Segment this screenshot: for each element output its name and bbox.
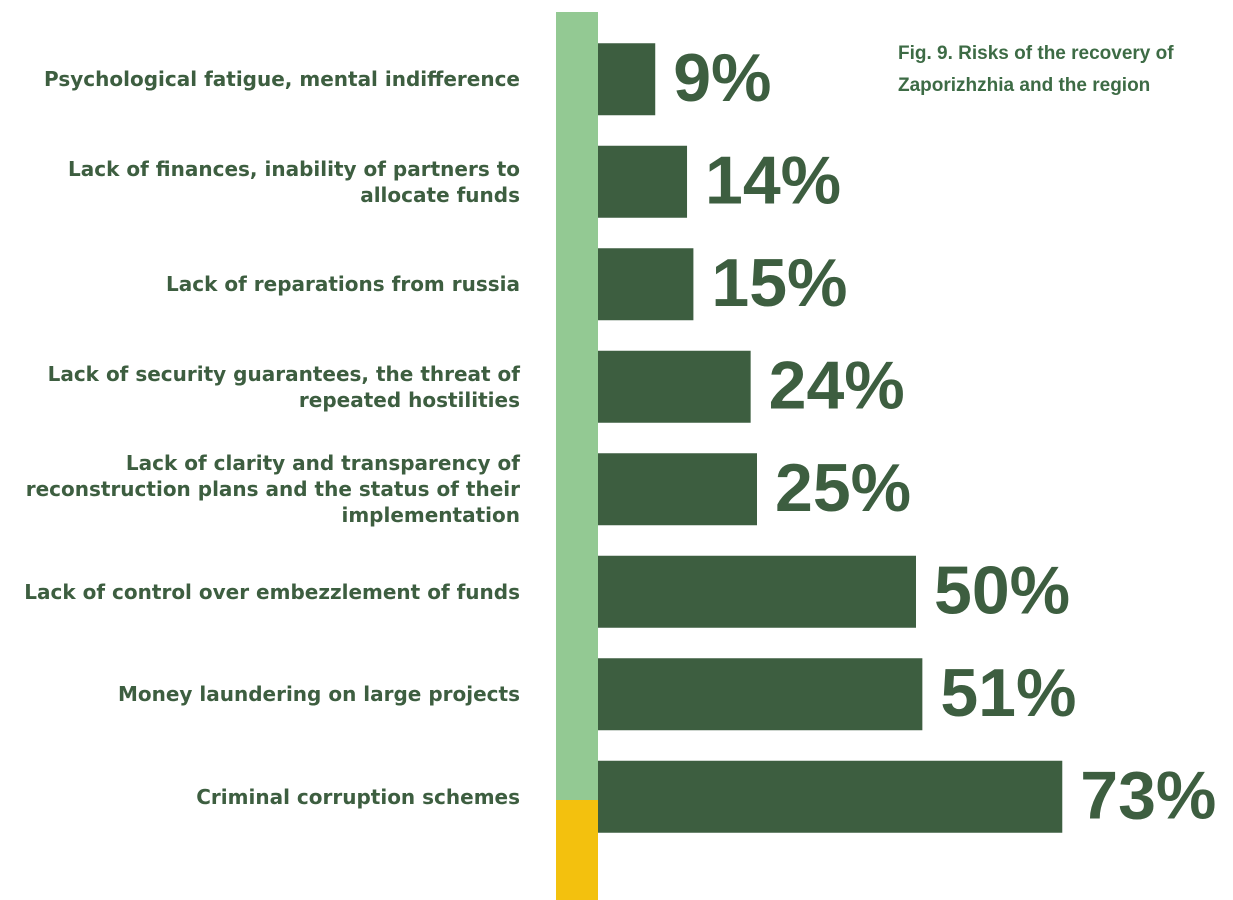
category-label: Money laundering on large projects (117, 682, 520, 707)
category-label: Lack of security guarantees, the threat … (47, 361, 520, 412)
value-label: 24% (769, 348, 905, 424)
bar (598, 43, 656, 116)
category-label: Lack of finances, inability of partners … (68, 156, 520, 207)
category-label: Criminal corruption schemes (196, 784, 520, 809)
bar (598, 658, 923, 731)
bar (598, 555, 916, 628)
bar (598, 453, 757, 526)
bar (598, 145, 688, 218)
value-label: 50% (934, 553, 1070, 629)
value-label: 15% (711, 245, 847, 321)
category-label: Lack of clarity and transparency of reco… (25, 451, 520, 528)
value-label: 9% (673, 40, 771, 116)
bar (598, 350, 751, 423)
bar (598, 760, 1063, 833)
value-label: 51% (940, 655, 1076, 731)
category-label: Psychological fatigue, mental indifferen… (44, 67, 520, 92)
stripe (556, 12, 598, 900)
value-label: 14% (705, 143, 841, 219)
value-label: 73% (1080, 758, 1216, 834)
chart-title: Fig. 9. Risks of the recovery of Zaporiz… (898, 43, 1174, 96)
stripe-accent (556, 800, 598, 900)
bar (598, 248, 694, 321)
category-label: Lack of control over embezzlement of fun… (24, 579, 520, 604)
value-label: 25% (775, 450, 911, 526)
category-label: Lack of reparations from russia (166, 272, 520, 297)
